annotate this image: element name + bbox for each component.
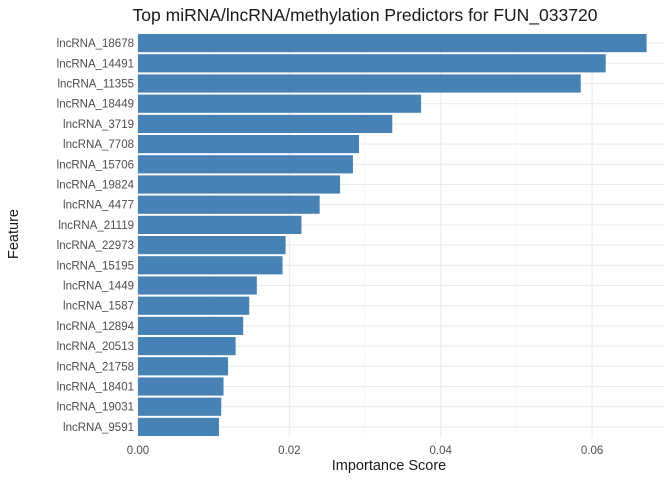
- y-tick-label: lncRNA_12894: [57, 321, 135, 333]
- y-tick-label: lncRNA_4477: [63, 200, 134, 212]
- y-tick-label: lncRNA_18678: [57, 38, 134, 50]
- y-tick-label: lncRNA_14491: [57, 58, 134, 70]
- x-tick-label: 0.02: [278, 445, 300, 457]
- bar-lncRNA_4477: [138, 195, 320, 214]
- bar-lncRNA_7708: [138, 135, 359, 154]
- bar-lncRNA_18678: [138, 34, 647, 53]
- bar-lncRNA_9591: [138, 417, 219, 436]
- bar-lncRNA_18449: [138, 94, 422, 113]
- bar-lncRNA_12894: [138, 316, 244, 335]
- y-tick-label: lncRNA_11355: [57, 79, 134, 91]
- bar-lncRNA_11355: [138, 74, 581, 93]
- y-tick-label: lncRNA_21758: [57, 361, 134, 373]
- bar-lncRNA_19031: [138, 397, 222, 416]
- bar-lncRNA_22973: [138, 236, 286, 255]
- bar-lncRNA_1587: [138, 296, 250, 315]
- bar-lncRNA_21119: [138, 215, 302, 234]
- y-tick-label: lncRNA_9591: [63, 422, 134, 434]
- bars: [138, 34, 647, 436]
- x-axis-title: Importance Score: [332, 458, 446, 474]
- bar-lncRNA_1449: [138, 276, 257, 295]
- bar-lncRNA_21758: [138, 357, 229, 376]
- y-tick-label: lncRNA_1587: [63, 301, 134, 313]
- bar-lncRNA_20513: [138, 337, 236, 356]
- y-tick-label: lncRNA_20513: [57, 341, 134, 353]
- bar-lncRNA_15706: [138, 155, 353, 174]
- y-tick-label: lncRNA_18401: [57, 382, 134, 394]
- y-tick-label: lncRNA_21119: [58, 220, 134, 232]
- y-tick-label: lncRNA_19824: [57, 180, 135, 192]
- x-tick-label: 0.04: [430, 445, 453, 457]
- x-tick-label: 0.06: [581, 445, 603, 457]
- x-tick-labels: 0.00 0.02 0.04 0.06: [127, 445, 603, 457]
- y-tick-label: lncRNA_22973: [57, 240, 134, 252]
- y-tick-labels: lncRNA_18678 lncRNA_14491 lncRNA_11355 lncR…: [57, 38, 135, 434]
- y-tick-label: lncRNA_19031: [57, 402, 134, 414]
- y-tick-label: lncRNA_3719: [63, 119, 134, 131]
- grid: [137, 33, 664, 437]
- y-tick-label: lncRNA_15195: [57, 260, 134, 272]
- bar-lncRNA_18401: [138, 377, 224, 396]
- y-tick-label: lncRNA_18449: [57, 99, 134, 111]
- y-tick-label: lncRNA_15706: [57, 159, 134, 171]
- bar-lncRNA_14491: [138, 54, 606, 73]
- y-tick-label: lncRNA_1449: [63, 281, 134, 293]
- bar-lncRNA_19824: [138, 175, 341, 194]
- y-tick-label: lncRNA_7708: [63, 139, 134, 151]
- x-tick-label: 0.00: [127, 445, 149, 457]
- bar-lncRNA_3719: [138, 114, 393, 133]
- chart-title: Top miRNA/lncRNA/methylation Predictors …: [133, 5, 598, 26]
- bar-lncRNA_15195: [138, 256, 283, 275]
- y-axis-title: Feature: [6, 209, 22, 259]
